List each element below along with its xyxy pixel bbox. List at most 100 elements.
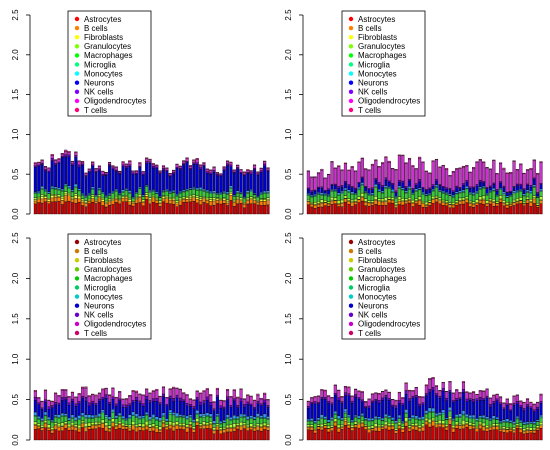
bar-segment (316, 194, 321, 202)
bar-segment (438, 419, 442, 424)
bar-segment (306, 405, 310, 409)
bar-segment (215, 423, 219, 426)
legend-label: Microglia (358, 283, 391, 292)
bar-segment (155, 203, 159, 215)
bar-segment (394, 407, 398, 421)
bar-segment (330, 185, 334, 190)
bar-segment (472, 392, 476, 400)
bar-segment (306, 204, 310, 215)
bar-segment (77, 161, 81, 166)
bar-segment (407, 196, 412, 200)
legend-marker (348, 312, 354, 317)
bar-segment (199, 417, 203, 424)
bar-segment (343, 425, 348, 441)
bar-segment (414, 387, 418, 396)
bar-segment (97, 187, 101, 190)
bar-segment (141, 173, 145, 176)
bar-segment (33, 429, 37, 441)
bar-segment (391, 417, 395, 421)
bar-segment (242, 175, 246, 197)
bar-segment (509, 403, 513, 405)
bar-segment (205, 416, 209, 423)
bar-segment (212, 199, 216, 202)
bar-segment (461, 200, 466, 205)
bar-segment (111, 167, 115, 170)
bar-segment (178, 388, 182, 390)
bar-segment (107, 165, 112, 194)
bar-segment (502, 200, 506, 203)
bar-segment (529, 421, 533, 424)
bar-segment (370, 200, 374, 203)
bar-segment (199, 413, 203, 417)
bar-segment (441, 382, 445, 389)
bar-segment (172, 170, 176, 173)
bar-segment (482, 426, 486, 432)
bar-segment (151, 163, 155, 167)
bar-segment (411, 199, 415, 203)
bar-segment (306, 195, 310, 200)
bar-segment (310, 420, 314, 425)
bar-segment (313, 420, 317, 423)
bar-segment (498, 201, 503, 215)
bar-segment (158, 206, 162, 215)
bar-segment (165, 429, 169, 441)
bar-segment (411, 189, 415, 193)
bar-segment (54, 196, 58, 202)
bar-segment (424, 410, 428, 414)
bar-segment (195, 413, 199, 419)
bar-segment (40, 162, 44, 165)
bar-segment (256, 197, 260, 201)
bar-segment (310, 397, 314, 399)
bar-segment (64, 397, 68, 401)
bar-segment (252, 169, 257, 194)
bar-segment (188, 198, 193, 202)
bar-segment (323, 177, 327, 179)
bar-segment (81, 199, 85, 203)
bar-segment (124, 197, 128, 202)
bar-segment (418, 417, 422, 420)
bar-segment (421, 162, 425, 188)
bar-segment (340, 193, 344, 201)
bar-segment (418, 200, 422, 206)
bar-segment (350, 422, 354, 426)
bar-segment (64, 389, 68, 391)
bar-segment (357, 182, 361, 184)
bar-segment (111, 396, 115, 400)
bar-segment (387, 400, 391, 416)
bar-segment (458, 392, 462, 398)
bar-segment (84, 427, 88, 432)
bar-segment (37, 165, 41, 192)
bar-segment (192, 201, 196, 215)
bar-segment (242, 172, 246, 175)
bar-segment (512, 199, 516, 203)
bar-segment (77, 401, 81, 404)
bar-segment (492, 182, 496, 185)
bar-segment (340, 396, 344, 402)
bar-segment (384, 201, 388, 206)
bar-segment (475, 162, 479, 185)
bar-segment (360, 157, 364, 159)
bar-segment (455, 187, 459, 192)
bar-segment (323, 398, 327, 417)
bar-segment (175, 202, 179, 205)
bar-segment (316, 420, 321, 425)
y-tick-label: 1.0 (284, 128, 293, 140)
bar-segment (222, 400, 226, 402)
bar-segment (505, 418, 509, 422)
bar-segment (222, 429, 226, 434)
bar-segment (192, 400, 196, 407)
bar-segment (360, 413, 364, 416)
bar-segment (529, 423, 533, 429)
bar-segment (411, 397, 415, 416)
bar-segment (468, 172, 472, 188)
bar-segment (330, 396, 334, 399)
bar-segment (357, 196, 361, 200)
bar-segment (252, 427, 257, 432)
bar-segment (107, 394, 112, 396)
bar-segment (525, 430, 530, 434)
bar-segment (495, 173, 499, 190)
bar-segment (519, 203, 523, 215)
bar-segment (118, 424, 122, 429)
bar-segment (118, 412, 122, 416)
